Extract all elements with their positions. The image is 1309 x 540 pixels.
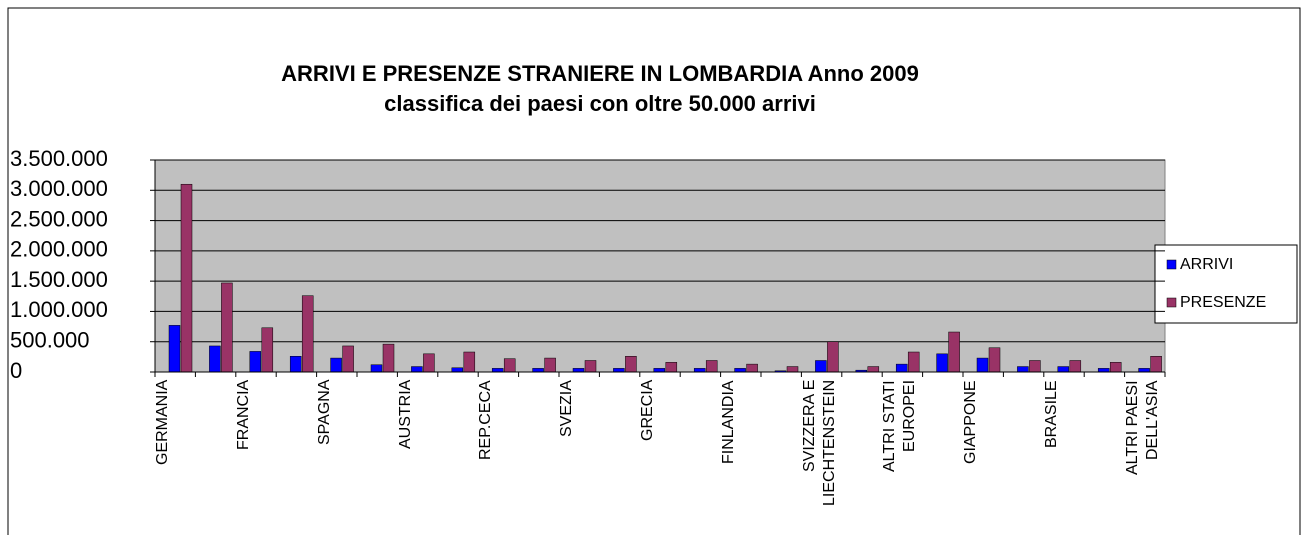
bar [625,356,637,373]
y-tick-label: 1.500.000 [10,267,108,292]
bar [544,357,556,373]
x-tick-label: REP.CECA [477,380,495,460]
bar [209,345,221,373]
bar [976,357,989,373]
x-tick-label: AUSTRIA [396,380,414,450]
bar [370,364,383,373]
y-tick-label: 2.000.000 [10,237,108,262]
x-tick-label: FINLANDIA [719,380,737,464]
bar [665,362,678,373]
bar [572,368,585,373]
bar [382,343,395,373]
y-tick-label: 0 [10,358,22,383]
x-tick-label: SVEZIA [558,380,576,437]
legend-label: ARRIVI [1180,256,1233,273]
chart-title: ARRIVI E PRESENZE STRANIERE IN LOMBARDIA… [281,61,919,86]
bar [342,345,354,373]
bar [261,327,274,373]
bar [705,360,718,373]
bar [1069,360,1082,373]
bar [301,295,314,373]
bar [936,353,948,373]
bar [693,368,706,373]
bar [746,363,758,373]
x-tick-label: SVIZZERA E LIECHTENSTEIN [800,380,838,507]
legend [1154,244,1298,324]
bar [907,351,920,373]
y-tick-label: 3.000.000 [10,176,108,201]
y-tick-label: 3.500.000 [10,146,108,171]
bar [1097,368,1110,373]
x-tick-label: SPAGNA [315,380,333,446]
bar [1057,366,1070,373]
bar [786,366,799,373]
bar [1017,366,1029,373]
bar [653,368,666,373]
chart-subtitle: classifica dei paesi con oltre 50.000 ar… [384,91,816,116]
bar [463,351,476,373]
bar [221,282,233,373]
x-tick-label: GIAPPONE [962,380,980,464]
bar [827,341,839,373]
bar [411,366,423,373]
bar [532,368,544,373]
bar [1138,368,1150,373]
legend-swatch [1166,259,1177,270]
bar [613,368,625,373]
bar [815,360,827,373]
legend-swatch [1166,297,1177,308]
bar [584,360,597,373]
chart-border [7,7,1301,535]
bar [895,363,908,373]
bar [289,356,302,373]
x-tick-label: GRECIA [639,380,656,442]
bar [330,357,342,373]
bar [168,325,181,373]
bar [948,331,960,373]
x-tick-label: BRASILE [1043,380,1060,448]
x-tick-label: ALTRI STATI EUROPEI [881,380,919,472]
y-tick-label: 2.500.000 [10,206,108,231]
x-tick-label: FRANCIA [235,380,252,451]
bar [180,183,193,373]
bar [423,353,435,373]
bar [867,366,880,373]
x-tick-label: ALTRI PAESI DELL'ASIA [1123,380,1161,475]
bar [988,347,1001,373]
bar [249,351,262,373]
bar [503,358,516,373]
x-tick-label: GERMANIA [154,380,172,466]
bar [451,367,464,373]
y-tick-label: 500.000 [10,328,90,353]
bar [1029,360,1041,373]
bar [734,368,746,373]
bar [1109,362,1122,373]
bar [491,368,504,373]
bar [1150,356,1162,373]
legend-label: PRESENZE [1180,294,1266,311]
y-tick-label: 1.000.000 [10,297,108,322]
